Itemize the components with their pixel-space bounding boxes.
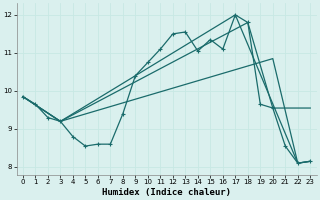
X-axis label: Humidex (Indice chaleur): Humidex (Indice chaleur) (102, 188, 231, 197)
